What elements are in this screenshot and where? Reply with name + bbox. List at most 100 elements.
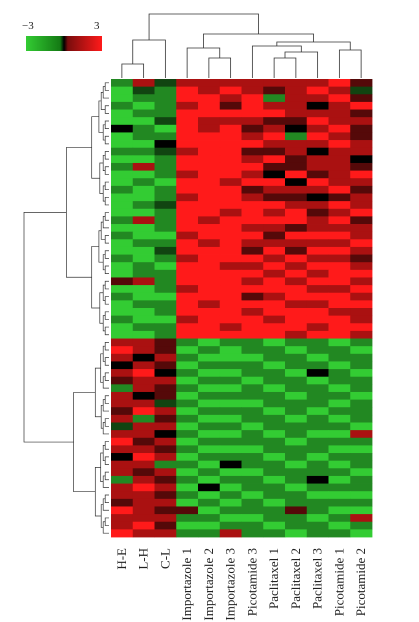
heatmap-cell	[285, 117, 308, 126]
heatmap-cell	[241, 529, 264, 538]
heatmap-cell	[328, 475, 351, 484]
heatmap-cell	[350, 514, 373, 523]
heatmap-cell	[176, 391, 199, 400]
heatmap-cell	[350, 193, 373, 202]
heatmap-cell	[328, 308, 351, 317]
heatmap-cell	[306, 460, 329, 469]
heatmap-cell	[111, 277, 134, 286]
heatmap-cell	[263, 185, 286, 194]
heatmap-cell	[350, 147, 373, 156]
heatmap-cell	[306, 193, 329, 202]
heatmap-cell	[328, 86, 351, 95]
heatmap-cell	[306, 437, 329, 446]
heatmap-cell	[241, 185, 264, 194]
heatmap-cell	[285, 101, 308, 110]
heatmap-cell	[176, 117, 199, 126]
heatmap-cell	[263, 178, 286, 187]
heatmap-cell	[306, 117, 329, 126]
heatmap-cell	[350, 369, 373, 378]
heatmap-cell	[350, 491, 373, 500]
heatmap-cell	[111, 79, 134, 88]
heatmap-cell	[176, 254, 199, 263]
heatmap-cell	[219, 506, 242, 515]
heatmap-cell	[176, 140, 199, 149]
heatmap-cell	[176, 529, 199, 538]
heatmap-cell	[285, 506, 308, 515]
heatmap-cell	[154, 246, 177, 255]
heatmap-cell	[241, 430, 264, 439]
heatmap-cell	[176, 193, 199, 202]
heatmap-cell	[198, 514, 221, 523]
heatmap-cell	[198, 101, 221, 110]
heatmap-cell	[154, 208, 177, 217]
heatmap-cell	[328, 453, 351, 462]
heatmap-cell	[241, 399, 264, 408]
heatmap-cell	[285, 361, 308, 370]
heatmap-cell	[241, 506, 264, 515]
heatmap-cell	[219, 147, 242, 156]
row-dendrogram	[23, 82, 109, 534]
dendrogram-branch	[104, 326, 109, 336]
heatmap-cell	[285, 201, 308, 210]
heatmap-cell	[154, 185, 177, 194]
heatmap-cell	[285, 475, 308, 484]
heatmap-cell	[263, 514, 286, 523]
heatmap-cell	[219, 109, 242, 118]
heatmap-cell	[350, 453, 373, 462]
heatmap-cell	[328, 254, 351, 263]
heatmap-cell	[154, 407, 177, 416]
heatmap-cell	[154, 140, 177, 149]
heatmap-cell	[285, 246, 308, 255]
heatmap-cell	[241, 170, 264, 179]
heatmap-cell	[219, 201, 242, 210]
heatmap-cell	[306, 391, 329, 400]
heatmap-cell	[306, 315, 329, 324]
heatmap-cell	[154, 170, 177, 179]
heatmap-cell	[263, 269, 286, 278]
heatmap-cell	[219, 124, 242, 133]
heatmap-cell	[198, 453, 221, 462]
heatmap-cell	[241, 468, 264, 477]
heatmap-cell	[198, 109, 221, 118]
heatmap-cell	[154, 437, 177, 446]
heatmap-cell	[350, 330, 373, 339]
heatmap-cell	[285, 132, 308, 141]
heatmap-cell	[328, 346, 351, 355]
heatmap-cell	[285, 300, 308, 309]
heatmap-cell	[154, 376, 177, 385]
heatmap-cell	[350, 468, 373, 477]
heatmap-cell	[241, 514, 264, 523]
column-label: Paclitaxel 2	[288, 548, 303, 609]
heatmap-cell	[263, 323, 286, 332]
dendrogram-branch	[104, 296, 109, 305]
heatmap-cell	[263, 361, 286, 370]
heatmap-cell	[176, 292, 199, 301]
heatmap-cell	[263, 491, 286, 500]
heatmap-cell	[111, 475, 134, 484]
heatmap-cell	[350, 155, 373, 164]
heatmap-cell	[111, 414, 134, 423]
heatmap-cell	[111, 224, 134, 233]
heatmap-cell	[350, 376, 373, 385]
heatmap-cell	[198, 185, 221, 194]
heatmap-cell	[306, 376, 329, 385]
heatmap-cell	[154, 506, 177, 515]
heatmap-cell	[132, 376, 155, 385]
heatmap-cell	[306, 246, 329, 255]
heatmap-cell	[328, 231, 351, 240]
heatmap-cell	[132, 369, 155, 378]
heatmap-cell	[306, 369, 329, 378]
heatmap-cell	[241, 445, 264, 454]
heatmap-cell	[198, 201, 221, 210]
heatmap-cell	[350, 262, 373, 271]
heatmap-cell	[198, 239, 221, 248]
heatmap-cell	[263, 430, 286, 439]
heatmap-cell	[219, 262, 242, 271]
heatmap-cell	[328, 323, 351, 332]
heatmap-cell	[306, 162, 329, 171]
heatmap-cell	[198, 376, 221, 385]
heatmap-cell	[111, 239, 134, 248]
heatmap-cell	[306, 384, 329, 393]
heatmap-cell	[241, 315, 264, 324]
heatmap-cell	[285, 514, 308, 523]
